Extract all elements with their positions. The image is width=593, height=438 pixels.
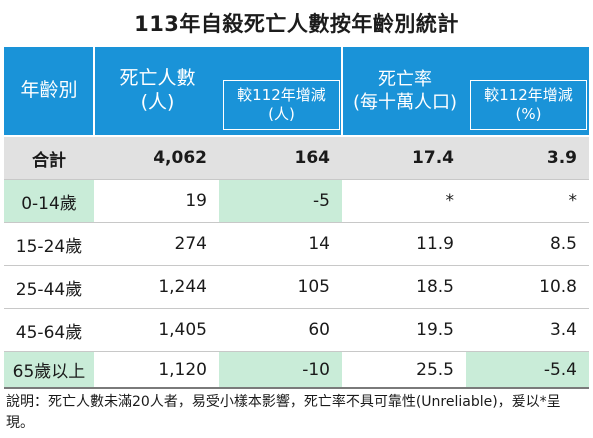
footnote: 說明：死亡人數未滿20人者，易受小樣本影響，死亡率不具可靠性(Unreliabl… [6, 394, 561, 431]
cell-rate-change: 8.5 [549, 234, 577, 254]
row-divider [4, 179, 589, 180]
header-rate-label: 死亡率 [378, 68, 432, 90]
cell-age: 合計 [32, 150, 66, 171]
table-row-total: 合計 4,062 164 17.4 3.9 [4, 137, 589, 179]
cell-rate-change: * [568, 191, 578, 211]
cell-deaths-change: 60 [308, 320, 330, 340]
cell-deaths: 1,405 [158, 320, 207, 340]
cell-age: 65歲以上 [4, 352, 94, 387]
cell-age: 15-24歲 [15, 236, 83, 257]
cell-deaths-change: 14 [308, 234, 330, 254]
cell-rate: * [445, 191, 455, 211]
table-row: 45-64歲 1,405 60 19.5 3.4 [4, 309, 589, 351]
row-divider [4, 351, 589, 352]
cell-rate: 25.5 [416, 359, 454, 380]
statistics-table: 年齡別 死亡人數 (人) 較112年增減 (人) 死亡率 (每十萬人口) 較11… [4, 47, 589, 389]
table-bottom-border [4, 387, 589, 389]
table-row: 15-24歲 274 14 11.9 8.5 [4, 223, 589, 265]
cell-rate-change: 10.8 [539, 277, 577, 297]
table-row: 25-44歲 1,244 105 18.5 10.8 [4, 266, 589, 308]
cell-deaths-change: 105 [297, 277, 330, 297]
cell-rate-change: -5.4 [466, 352, 589, 387]
header-rate: 死亡率 (每十萬人口) [344, 47, 466, 135]
cell-rate: 19.5 [416, 320, 454, 340]
table-row: 0-14歲 19 -5 * * [4, 180, 589, 222]
cell-deaths-change: 164 [294, 148, 331, 168]
cell-rate-change: 3.9 [546, 148, 577, 168]
cell-deaths-change: -5 [219, 180, 342, 222]
row-divider [4, 308, 589, 309]
row-divider [4, 265, 589, 266]
cell-deaths: 19 [185, 191, 207, 211]
cell-deaths: 1,120 [158, 359, 207, 380]
cell-rate: 18.5 [416, 277, 454, 297]
cell-deaths: 4,062 [153, 148, 207, 168]
cell-rate: 17.4 [412, 148, 454, 168]
cell-deaths: 274 [174, 234, 207, 254]
header-divider [341, 47, 343, 135]
header-divider [93, 47, 95, 135]
cell-rate-change: 3.4 [549, 320, 577, 340]
header-deaths-change: 較112年增減 (人) [223, 80, 340, 130]
header-rate-unit: (每十萬人口) [352, 92, 458, 113]
header-rate-change: 較112年增減 (%) [470, 80, 587, 130]
cell-age: 0-14歲 [4, 180, 94, 222]
header-deaths: 死亡人數 (人) [119, 67, 196, 113]
cell-deaths: 1,244 [158, 277, 207, 297]
row-divider [4, 222, 589, 223]
cell-age: 45-64歲 [15, 322, 83, 343]
page-title: 113年自殺死亡人數按年齡別統計 [134, 12, 459, 36]
header-age: 年齡別 [4, 47, 94, 135]
cell-deaths-change: -10 [219, 352, 342, 387]
header-age-label: 年齡別 [20, 79, 78, 102]
cell-rate: 11.9 [416, 234, 454, 254]
table-row: 65歲以上 1,120 -10 25.5 -5.4 [4, 352, 589, 387]
cell-age: 25-44歲 [15, 279, 83, 300]
